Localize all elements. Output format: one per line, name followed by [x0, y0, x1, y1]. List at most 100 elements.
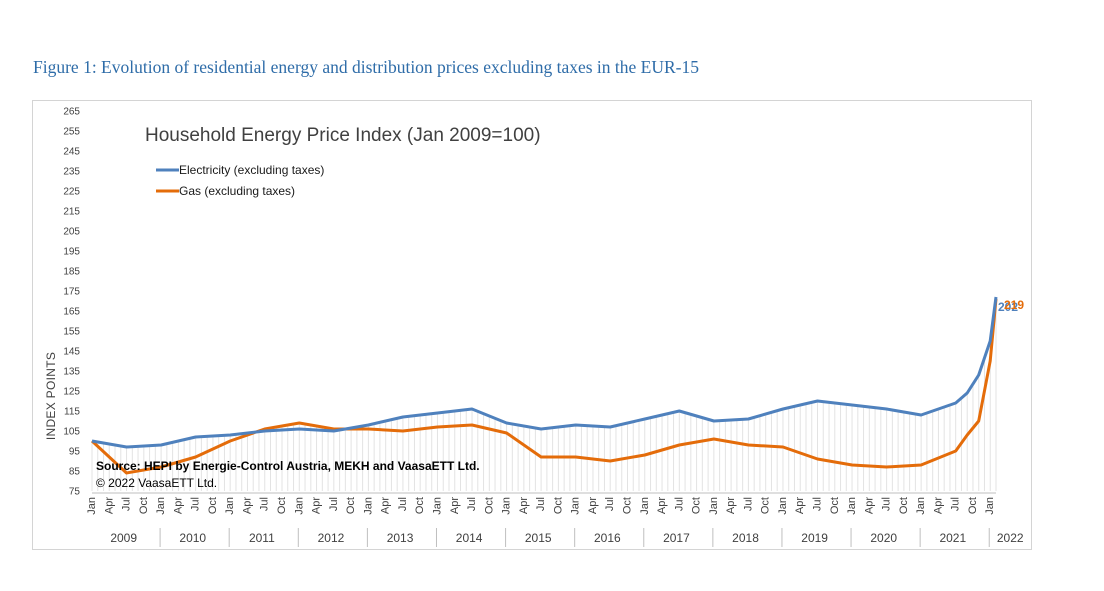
x-tick-month-label: Apr — [103, 497, 115, 514]
y-tick-label: 185 — [63, 267, 80, 278]
y-tick-label: 175 — [63, 287, 80, 298]
x-tick-month-label: Jan — [86, 497, 98, 515]
x-tick-year-label: 2010 — [179, 531, 206, 545]
y-tick-label: 155 — [63, 327, 80, 338]
x-tick-year-label: 2014 — [456, 531, 483, 545]
x-tick-month-label: Apr — [518, 497, 530, 514]
x-tick-month-label: Oct — [621, 497, 633, 514]
y-tick-label: 95 — [69, 447, 81, 458]
x-tick-month-label: Oct — [552, 497, 564, 514]
x-tick-month-label: Jan — [639, 497, 651, 515]
y-tick-label: 215 — [63, 207, 80, 218]
figure-caption: Figure 1: Evolution of residential energ… — [33, 57, 699, 77]
legend-electricity-label: Electricity (excluding taxes) — [179, 163, 324, 177]
x-tick-month-label: Jul — [190, 497, 202, 511]
y-tick-label: 85 — [69, 467, 81, 478]
x-tick-month-label: Jan — [362, 497, 374, 515]
x-tick-month-label: Jan — [708, 497, 720, 515]
x-axis-month-labels: Jan Apr Jul Oct Jan Apr Jul Oct Jan Apr Jul Oct Jan A… — [86, 497, 996, 515]
gas-end-label: 219 — [1004, 298, 1024, 312]
y-tick-label: 205 — [63, 227, 80, 238]
legend-gas-label: Gas (excluding taxes) — [179, 184, 295, 198]
y-tick-label: 105 — [63, 427, 80, 438]
x-tick-month-label: Apr — [794, 497, 806, 514]
chart-frame: 75 85 95 105 115 125 135 145 155 165 175 185 195 205 2… — [32, 100, 1032, 550]
x-tick-month-label: Jan — [155, 497, 167, 515]
x-tick-month-label: Jan — [777, 497, 789, 515]
x-tick-month-label: Jan — [846, 497, 858, 515]
x-tick-month-label: Jul — [673, 497, 685, 511]
electricity-end-label: 202 — [998, 300, 1018, 314]
y-tick-label: 235 — [63, 167, 80, 178]
x-tick-month-label: Jul — [397, 497, 409, 511]
x-tick-month-label: Jan — [431, 497, 443, 515]
x-tick-month-label: Oct — [483, 497, 495, 514]
x-tick-month-label: Apr — [311, 497, 323, 514]
x-tick-month-label: Oct — [138, 497, 150, 514]
electricity-series-line — [91, 296, 998, 449]
y-tick-label: 255 — [63, 127, 80, 138]
x-tick-month-label: Jan — [570, 497, 582, 515]
x-tick-month-label: Oct — [898, 497, 910, 514]
x-tick-month-label: Apr — [863, 497, 875, 514]
x-tick-month-label: Apr — [172, 497, 184, 514]
y-tick-label: 195 — [63, 247, 80, 258]
y-tick-label: 115 — [64, 407, 80, 418]
x-tick-month-label: Jul — [328, 497, 340, 511]
x-tick-month-label: Apr — [449, 497, 461, 514]
x-tick-month-label: Oct — [829, 497, 841, 514]
x-tick-month-label: Apr — [587, 497, 599, 514]
y-tick-label: 145 — [63, 347, 80, 358]
x-tick-month-label: Oct — [276, 497, 288, 514]
y-tick-label: 265 — [63, 107, 80, 118]
x-tick-year-label: 2017 — [663, 531, 690, 545]
x-tick-month-label: Jul — [535, 497, 547, 511]
x-tick-month-label: Oct — [207, 497, 219, 514]
x-tick-month-label: Jul — [466, 497, 478, 511]
x-tick-year-label: 2009 — [110, 531, 137, 545]
chart-title: Household Energy Price Index (Jan 2009=1… — [145, 125, 541, 146]
x-tick-year-label: 2020 — [870, 531, 897, 545]
x-tick-year-label: 2011 — [249, 531, 275, 545]
x-tick-month-label: Jan — [293, 497, 305, 515]
x-tick-year-label: 2016 — [594, 531, 621, 545]
x-tick-month-label: Jul — [121, 497, 133, 511]
x-tick-month-label: Jan — [224, 497, 236, 515]
y-axis-ticks: 75 85 95 105 115 125 135 145 155 165 175 185 195 205 2… — [63, 107, 80, 498]
y-tick-label: 135 — [63, 367, 80, 378]
x-tick-year-label: 2021 — [939, 531, 966, 545]
x-tick-month-label: Oct — [414, 497, 426, 514]
copyright-annotation: © 2022 VaasaETT Ltd. — [96, 476, 217, 490]
x-tick-month-label: Oct — [967, 497, 979, 514]
energy-price-index-chart: 75 85 95 105 115 125 135 145 155 165 175 185 195 205 2… — [44, 107, 1024, 547]
gas-series-line — [90, 298, 998, 475]
y-axis-label: INDEX POINTS — [44, 352, 58, 440]
x-tick-month-label: Apr — [932, 497, 944, 514]
x-tick-month-label: Jul — [881, 497, 893, 511]
y-tick-label: 75 — [69, 487, 81, 498]
x-tick-month-label: Jul — [742, 497, 754, 511]
y-tick-label: 165 — [63, 307, 80, 318]
y-tick-label: 125 — [63, 387, 80, 398]
x-tick-month-label: Apr — [725, 497, 737, 514]
x-tick-year-label: 2013 — [387, 531, 414, 545]
x-tick-month-label: Apr — [656, 497, 668, 514]
y-tick-label: 245 — [63, 147, 80, 158]
x-tick-year-label: 2015 — [525, 531, 552, 545]
x-tick-year-label: 2019 — [801, 531, 828, 545]
x-tick-month-label: Oct — [691, 497, 703, 514]
x-tick-month-label: Jul — [259, 497, 271, 511]
x-tick-month-label: Apr — [241, 497, 253, 514]
x-tick-month-label: Oct — [345, 497, 357, 514]
x-axis-year-labels: 2009 2010 2011 2012 2013 2014 2015 2016 2017 2018… — [110, 528, 1024, 547]
x-tick-month-label: Jul — [604, 497, 616, 511]
x-tick-year-label: 2012 — [318, 531, 345, 545]
y-tick-label: 225 — [63, 187, 80, 198]
x-tick-month-label: Jul — [812, 497, 824, 511]
x-tick-month-label: Jan — [984, 497, 996, 515]
x-tick-month-label: Jul — [950, 497, 962, 511]
x-tick-month-label: Apr — [380, 497, 392, 514]
x-tick-year-label: 2022 — [997, 531, 1024, 545]
x-tick-month-label: Jan — [501, 497, 513, 515]
x-tick-year-label: 2018 — [732, 531, 759, 545]
